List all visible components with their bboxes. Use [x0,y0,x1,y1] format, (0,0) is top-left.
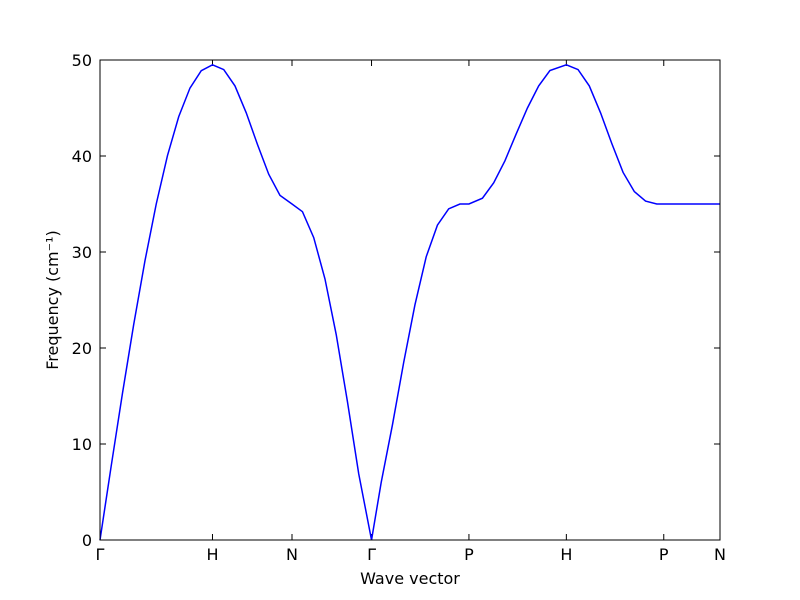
x-tick-label: N [714,545,726,564]
plot-frame [99,59,721,541]
x-tick-label: P [464,545,474,564]
x-axis-label: Wave vector [360,569,460,588]
y-tick-label: 0 [82,531,92,550]
y-tick-label: 10 [72,435,92,454]
y-tick-label: 30 [72,243,92,262]
x-tick-label: Γ [367,545,376,564]
x-tick-label: Γ [96,545,105,564]
y-tick-label: 20 [72,339,92,358]
x-tick-label: P [659,545,669,564]
y-tick-label: 40 [72,147,92,166]
y-tick-label: 50 [72,51,92,70]
x-tick-label: N [286,545,298,564]
x-tick-label: H [206,545,218,564]
data-line [99,63,720,541]
x-tick-label: H [560,545,572,564]
y-axis-label: Frequency (cm⁻¹) [43,230,62,369]
